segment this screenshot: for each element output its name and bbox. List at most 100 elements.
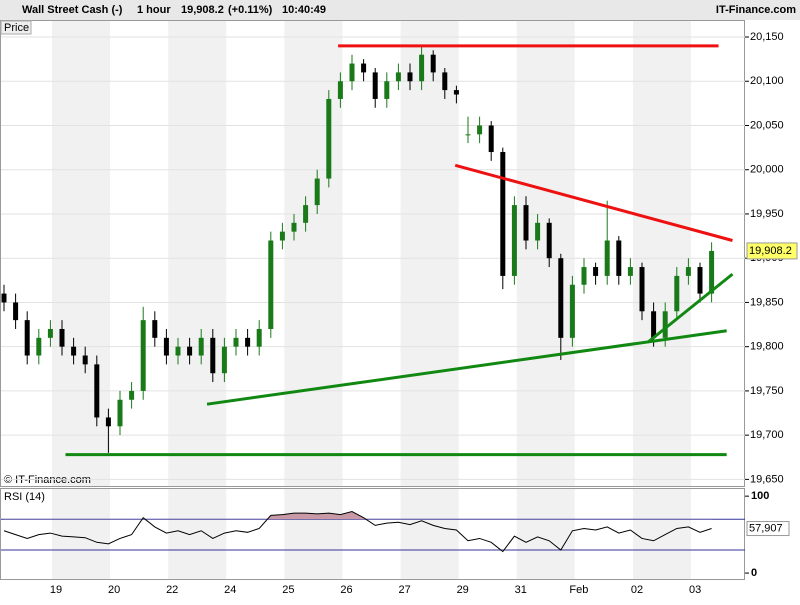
trendline [206, 329, 727, 406]
candle-body [616, 240, 622, 276]
y-tick-label: 20,150 [750, 31, 784, 43]
candle-body [303, 205, 309, 223]
candle-body [361, 63, 367, 73]
time: 10:40:49 [282, 4, 326, 16]
candle-body [639, 267, 645, 312]
candle-body [24, 320, 30, 356]
y-tick-label: 19,950 [750, 208, 784, 220]
price-panel-frame [0, 20, 745, 487]
x-tick-label: 24 [224, 584, 236, 596]
y-tick-label: 20,000 [750, 164, 784, 176]
day-band [168, 21, 227, 487]
day-band [52, 21, 110, 487]
candle-body [198, 337, 204, 356]
candle-body [384, 81, 390, 99]
day-band [168, 489, 227, 580]
candle-body [291, 222, 297, 232]
candle-body [697, 267, 703, 294]
x-tick-label: 22 [166, 584, 178, 596]
candle-body [175, 346, 181, 356]
rsi-last-label: 57,907 [749, 522, 783, 534]
y-tick-label: 19,650 [750, 473, 784, 485]
candle-body [419, 54, 425, 82]
candle-body [326, 98, 332, 179]
candle-body [36, 337, 42, 356]
candle-body [1, 293, 7, 303]
candle-body [210, 337, 216, 374]
last-price-label: 19,908.2 [749, 245, 792, 257]
y-tick-label: 19,850 [750, 296, 784, 308]
day-band [284, 21, 343, 487]
bands [52, 21, 691, 580]
candle-body [604, 240, 610, 276]
candle-body [558, 258, 564, 338]
candle-body [279, 231, 285, 241]
candle-body [593, 267, 599, 276]
x-tick-label: 31 [515, 584, 527, 596]
candle-body [256, 328, 262, 347]
candle-body [71, 346, 77, 356]
candle-body [685, 267, 691, 276]
candle-body [674, 275, 680, 312]
y-tick-label: 20,050 [750, 119, 784, 131]
candle-body [430, 54, 436, 73]
candle-body [13, 302, 19, 321]
x-tick-label: 03 [689, 584, 701, 596]
candle-body [105, 417, 111, 427]
rsi-tick-label: 0 [751, 567, 757, 579]
price: 19,908.2 [181, 4, 224, 16]
candle-body [82, 355, 88, 365]
candle-body [488, 125, 494, 153]
candle-body [407, 72, 413, 82]
rsi-overbought-fill [142, 511, 366, 520]
x-tick-label: 27 [398, 584, 410, 596]
candle-body [140, 320, 146, 391]
trendline [454, 163, 733, 242]
day-band [633, 21, 691, 487]
x-tick-label: 20 [108, 584, 120, 596]
panel-label-box [0, 20, 32, 35]
day-band [400, 21, 459, 487]
candle-body [117, 399, 123, 427]
candle-body [47, 328, 53, 338]
trendline [646, 272, 734, 344]
candle-body [569, 284, 575, 338]
day-band [52, 489, 110, 580]
candle-body [268, 240, 274, 329]
day-band [516, 21, 575, 487]
x-tick-label: 26 [340, 584, 352, 596]
title: Wall Street Cash (-) [22, 4, 123, 16]
candle-body [187, 346, 193, 356]
candle-body [523, 205, 529, 241]
candle-body [627, 267, 633, 276]
day-band [400, 489, 459, 580]
rsi-line [3, 511, 712, 553]
candle-body [546, 222, 552, 259]
rsi-last-box [746, 521, 790, 537]
candle-body [442, 72, 448, 91]
panel-label: Price [4, 22, 29, 34]
x-tick-label: 25 [282, 584, 294, 596]
candle-body [372, 72, 378, 99]
candle-body [245, 337, 251, 347]
rsi-panel-frame [0, 488, 745, 580]
last-price-box [746, 242, 798, 260]
candle-body [651, 311, 657, 338]
day-band [284, 489, 343, 580]
candle-body [129, 390, 135, 400]
candle-body [709, 250, 715, 294]
candle-body [59, 328, 65, 347]
y-tick-label: 19,700 [750, 429, 784, 441]
candle-body [453, 90, 459, 95]
day-band [516, 489, 575, 580]
candle-body [221, 346, 227, 374]
header-bar [0, 0, 800, 20]
brand: IT-Finance.com [716, 4, 796, 16]
candle-body [152, 320, 158, 338]
copyright: © IT-Finance.com [4, 474, 91, 486]
x-tick-label: Feb [569, 584, 588, 596]
candle-body [337, 81, 343, 99]
candle-body [233, 337, 239, 347]
candle-body [581, 267, 587, 285]
candle-body [349, 63, 355, 82]
